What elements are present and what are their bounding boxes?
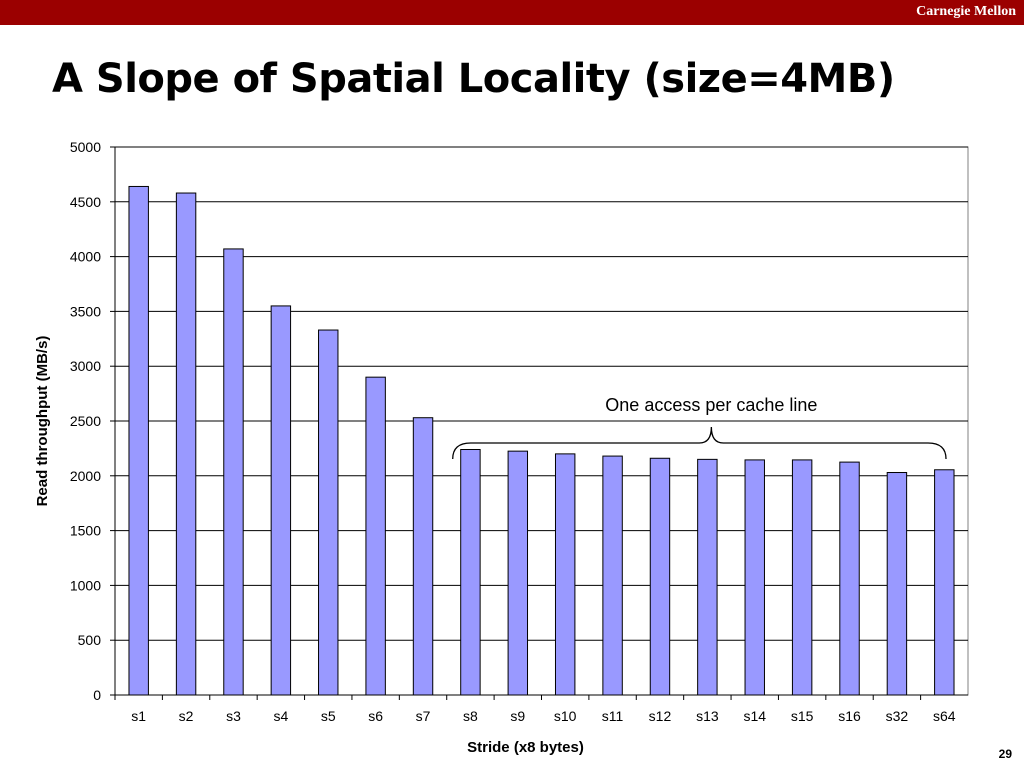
x-tick-label: s10 (554, 708, 577, 724)
header-bar: Carnegie Mellon (0, 0, 1024, 25)
bar-s12 (649, 457, 671, 696)
y-tick-label: 2000 (70, 468, 101, 484)
x-tick-label: s9 (510, 708, 525, 724)
y-tick-label: 5000 (70, 139, 101, 155)
bar-s10 (554, 453, 576, 696)
bar-s4 (270, 305, 292, 696)
y-tick-label: 1500 (70, 523, 101, 539)
bar-s7 (412, 417, 434, 696)
x-tick-label: s16 (838, 708, 861, 724)
y-tick-label: 1000 (70, 577, 101, 593)
x-tick-label: s7 (416, 708, 431, 724)
bar-s5 (318, 329, 339, 696)
x-tick-label: s8 (463, 708, 478, 724)
x-tick-label: s11 (602, 708, 624, 724)
x-tick-label: s2 (179, 708, 194, 724)
bar-s13 (697, 458, 718, 696)
bar-s15 (791, 459, 813, 696)
y-tick-label: 4000 (70, 249, 101, 265)
annotation-brace (452, 426, 947, 460)
x-tick-label: s32 (886, 708, 909, 724)
x-tick-label: s5 (321, 708, 336, 724)
page-number: 29 (998, 747, 1012, 761)
bar-s6 (365, 376, 386, 696)
x-tick-label: s12 (649, 708, 672, 724)
bar-s2 (175, 192, 197, 696)
bar-s32 (886, 472, 908, 696)
x-tick-label: s1 (131, 708, 146, 724)
brand-label: Carnegie Mellon (916, 4, 1016, 19)
x-tick-label: s14 (743, 708, 766, 724)
x-tick-label: s3 (226, 708, 241, 724)
bar-s8 (460, 448, 481, 696)
y-tick-label: 0 (93, 687, 101, 703)
bar-s9 (507, 450, 529, 696)
bar-s1 (128, 185, 149, 696)
y-axis-title: Read throughput (MB/s) (34, 336, 51, 507)
y-tick-label: 500 (78, 632, 102, 648)
x-axis-title: Stride (x8 bytes) (467, 739, 584, 756)
y-tick-label: 3500 (70, 303, 101, 319)
bar-s3 (223, 248, 244, 696)
bar-s11 (602, 455, 623, 696)
x-tick-label: s4 (273, 708, 288, 724)
bar-s16 (839, 461, 860, 696)
x-tick-label: s6 (368, 708, 383, 724)
y-tick-label: 2500 (70, 413, 101, 429)
slide-title: A Slope of Spatial Locality (size=4MB) (52, 56, 895, 102)
x-tick-label: s64 (933, 708, 956, 724)
bar-s64 (934, 469, 955, 696)
x-tick-label: s15 (791, 708, 814, 724)
bar-s14 (744, 459, 765, 696)
x-tick-label: s13 (696, 708, 719, 724)
y-tick-label: 3000 (70, 358, 101, 374)
annotation-label: One access per cache line (605, 395, 817, 415)
y-tick-label: 4500 (70, 194, 101, 210)
